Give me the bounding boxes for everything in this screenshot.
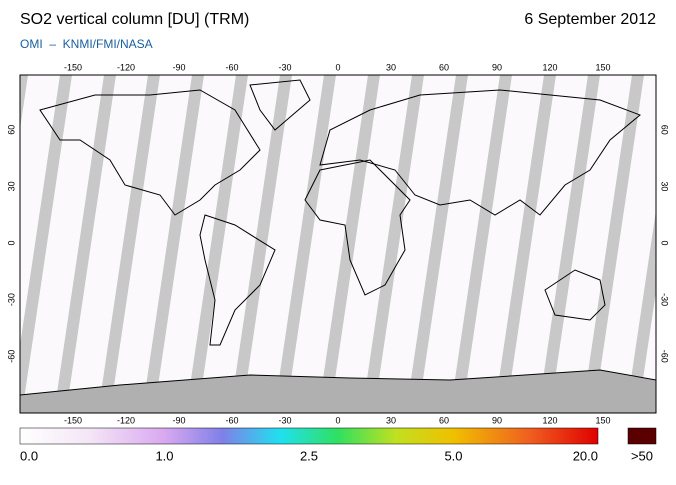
swath xyxy=(406,75,468,413)
lon-tick-bottom: -30 xyxy=(278,415,291,425)
greenland xyxy=(249,79,311,131)
title: SO2 vertical column [DU] (TRM) xyxy=(20,11,249,28)
lon-tick-top: 120 xyxy=(542,62,557,72)
lon-tick-bottom: 150 xyxy=(595,415,610,425)
lon-tick-top: 150 xyxy=(595,62,610,72)
north-america xyxy=(39,89,261,216)
swath xyxy=(582,75,644,413)
lon-tick-bottom: 120 xyxy=(542,415,557,425)
swath xyxy=(54,75,116,413)
swath xyxy=(670,75,676,413)
swath xyxy=(362,75,424,413)
lon-tick-bottom: -90 xyxy=(172,415,185,425)
lon-tick-top: -90 xyxy=(172,62,185,72)
lon-tick-bottom: 30 xyxy=(386,415,396,425)
lon-tick-bottom: -120 xyxy=(117,415,135,425)
colorbar-label: 0.0 xyxy=(20,448,38,463)
lat-tick-right: 0 xyxy=(660,240,670,245)
swaths xyxy=(20,75,676,413)
swath xyxy=(20,75,72,413)
swath xyxy=(186,75,248,413)
south-america xyxy=(199,214,276,346)
lon-tick-bottom: 60 xyxy=(439,415,449,425)
colorbar-label: 20.0 xyxy=(573,448,598,463)
lat-tick-left: 60 xyxy=(6,125,16,135)
swath xyxy=(494,75,556,413)
swath xyxy=(230,75,292,413)
lon-tick-top: -60 xyxy=(225,62,238,72)
swath xyxy=(450,75,512,413)
colorbar-overflow xyxy=(627,427,657,445)
lon-tick-bottom: -60 xyxy=(225,415,238,425)
lat-tick-right: 60 xyxy=(660,125,670,135)
source: OMI – KNMI/FMI/NASA xyxy=(20,37,153,51)
swath xyxy=(142,75,204,413)
lon-tick-top: 0 xyxy=(335,62,340,72)
map xyxy=(20,75,676,413)
swath xyxy=(98,75,160,413)
lon-tick-top: 30 xyxy=(386,62,396,72)
lon-tick-bottom: 90 xyxy=(492,415,502,425)
eurasia xyxy=(319,89,641,216)
lat-tick-right: -60 xyxy=(660,350,670,363)
lat-tick-left: 30 xyxy=(6,181,16,191)
lon-tick-top: 60 xyxy=(439,62,449,72)
swath xyxy=(538,75,600,413)
lat-tick-left: -60 xyxy=(6,350,16,363)
lat-tick-left: 0 xyxy=(6,240,16,245)
lon-tick-top: -30 xyxy=(278,62,291,72)
colorbar-label: 5.0 xyxy=(444,448,462,463)
lat-tick-left: -30 xyxy=(6,293,16,306)
australia xyxy=(544,269,606,321)
swath xyxy=(20,75,28,130)
lat-tick-right: -30 xyxy=(660,293,670,306)
lon-tick-bottom: 0 xyxy=(335,415,340,425)
colorbar xyxy=(19,427,599,445)
overflow-label: >50 xyxy=(631,448,653,463)
coastlines xyxy=(39,79,641,346)
map-frame xyxy=(19,74,657,414)
africa xyxy=(304,159,411,296)
antarctica xyxy=(20,369,656,413)
colorbar-label: 1.0 xyxy=(155,448,173,463)
swath xyxy=(626,210,656,413)
date: 6 September 2012 xyxy=(524,11,656,28)
lon-tick-bottom: -150 xyxy=(64,415,82,425)
swath xyxy=(274,75,336,413)
lat-tick-right: 30 xyxy=(660,181,670,191)
lon-tick-top: -120 xyxy=(117,62,135,72)
lon-tick-top: 90 xyxy=(492,62,502,72)
swath xyxy=(318,75,380,413)
lon-tick-top: -150 xyxy=(64,62,82,72)
colorbar-label: 2.5 xyxy=(300,448,318,463)
